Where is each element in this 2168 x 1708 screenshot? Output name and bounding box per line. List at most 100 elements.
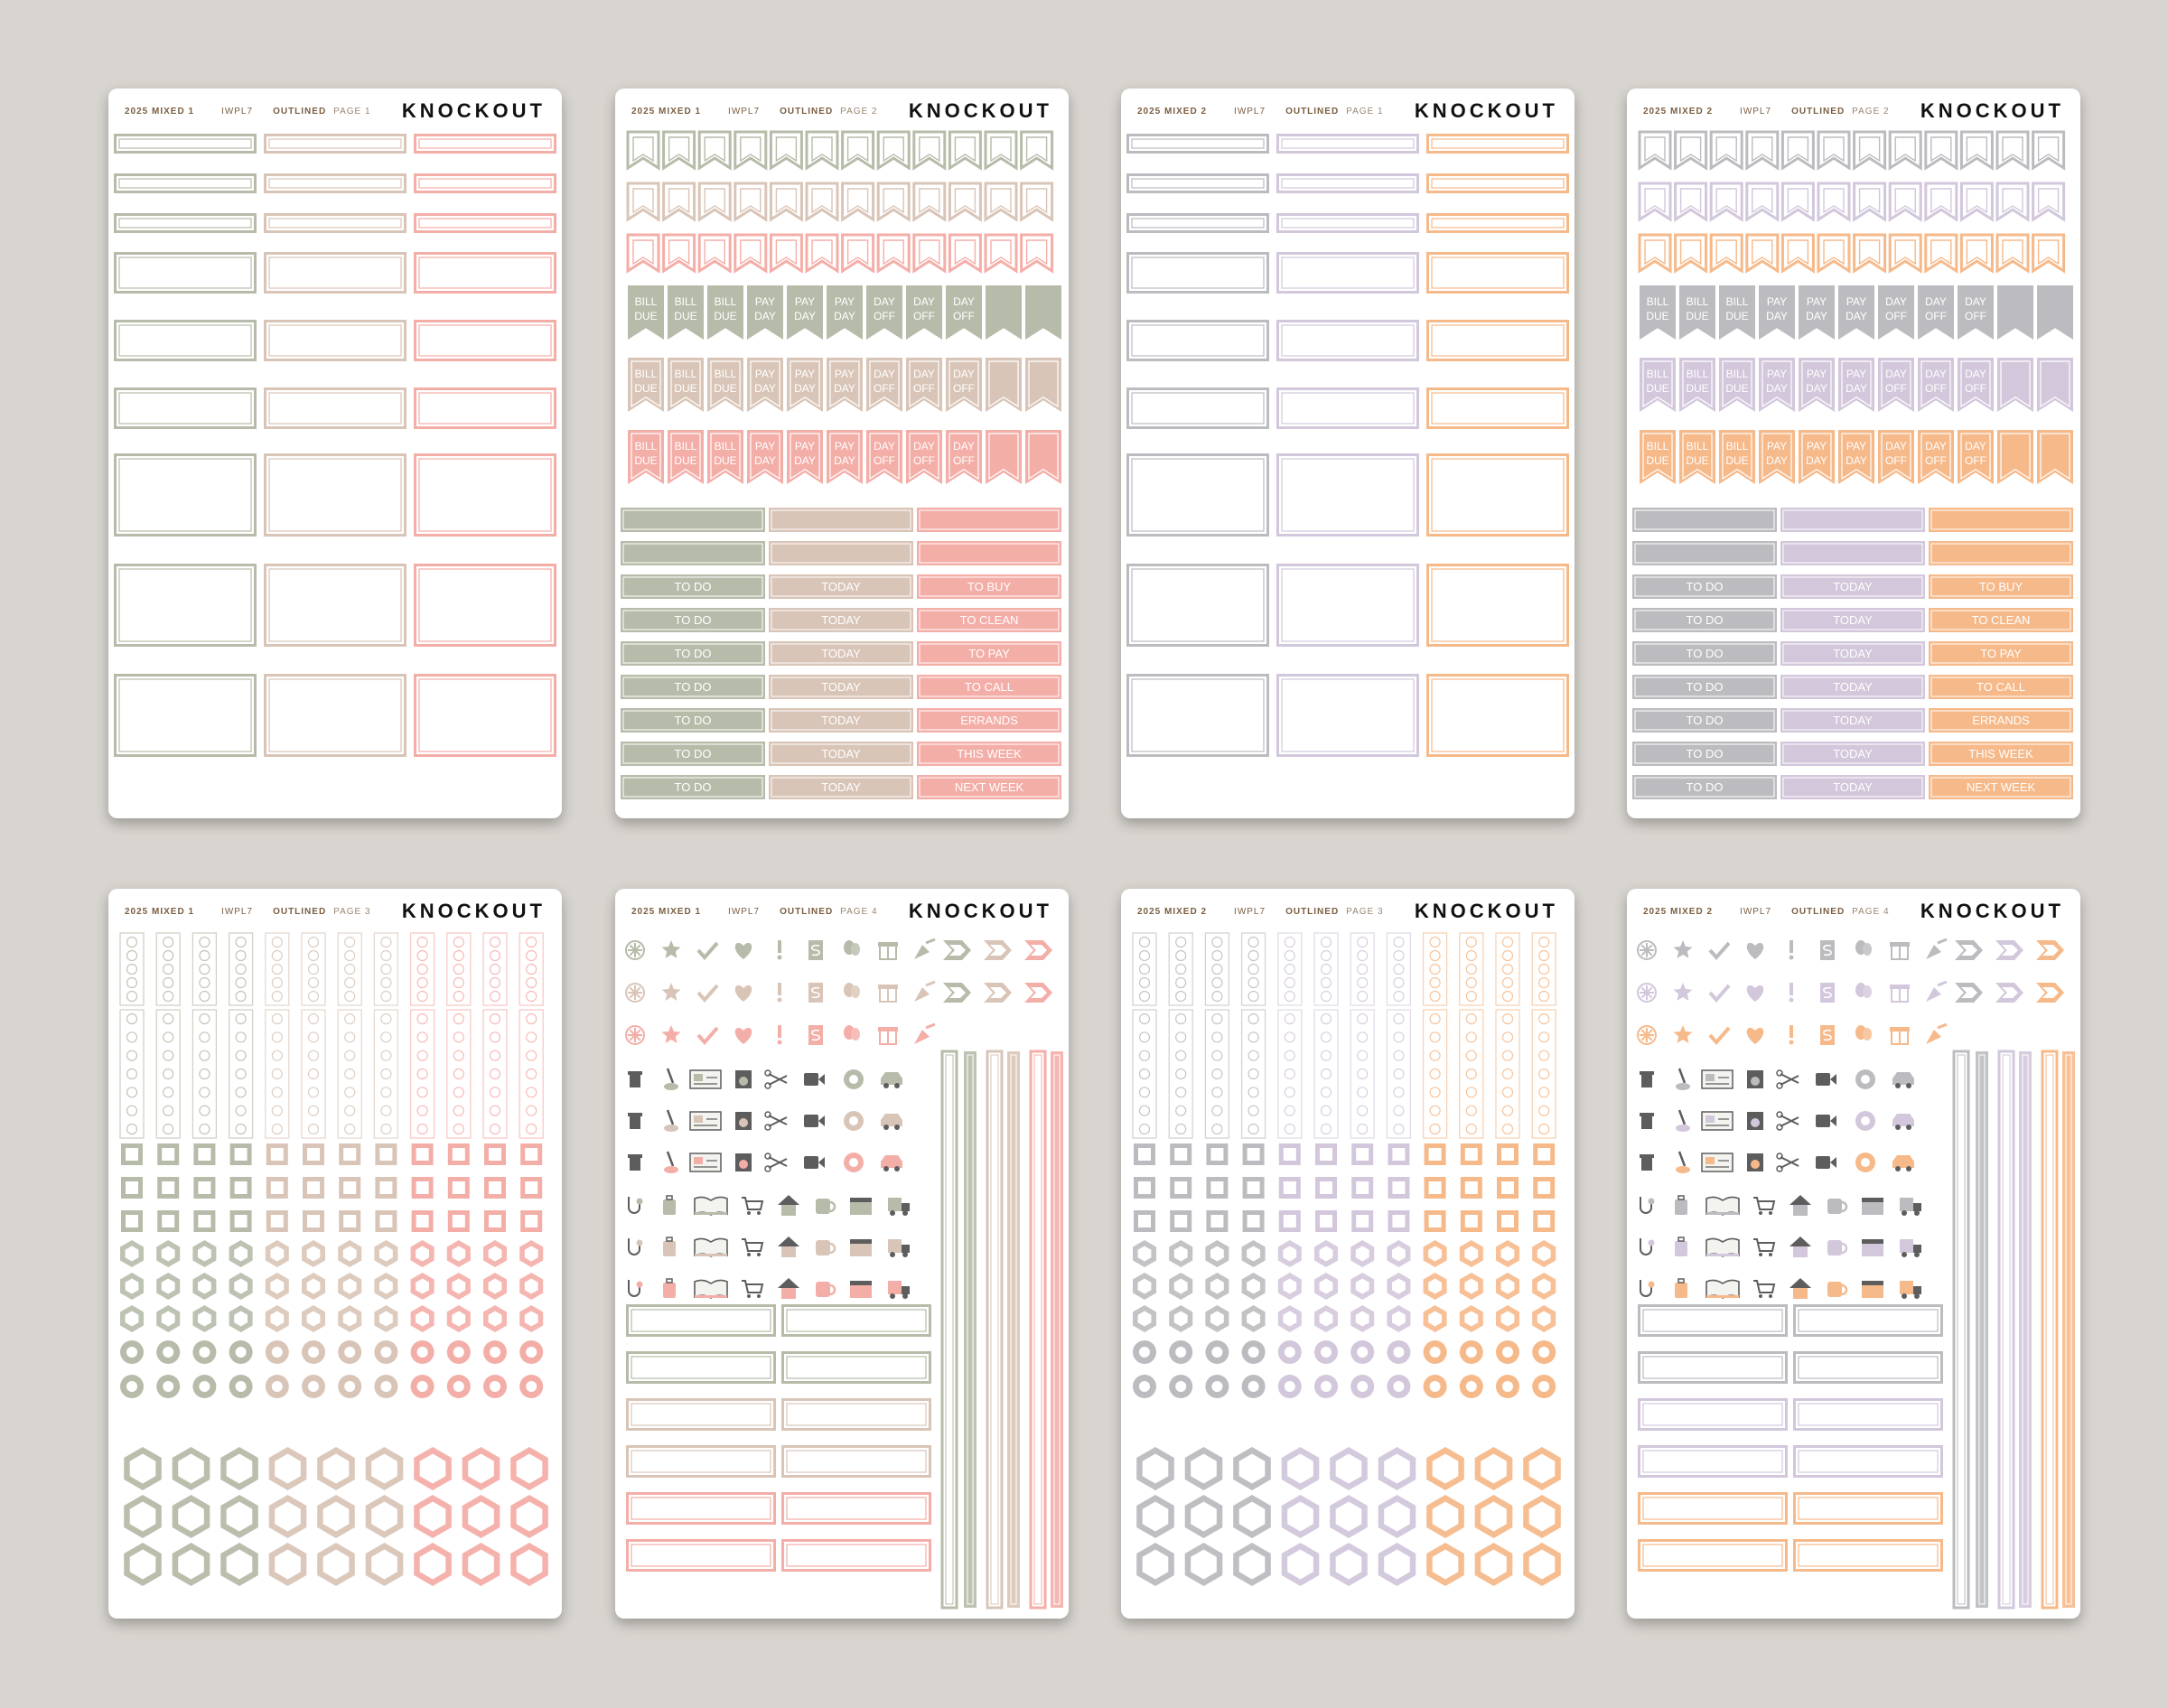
large-hexagon-sticker: [365, 1543, 404, 1586]
shapes-stickers: [119, 932, 548, 1586]
delivery-truck-icon: [888, 1281, 910, 1299]
square-sticker: [1206, 1210, 1229, 1232]
flag-sticker: [1888, 182, 1922, 222]
square-sticker: [375, 1177, 397, 1199]
flag-sticker: [1995, 182, 2030, 222]
style-name: OUTLINED: [780, 106, 834, 117]
coffee-mug-icon: [816, 1199, 836, 1214]
flag-label: BILL: [675, 295, 697, 308]
sheet-header: 2025 MIXED 2 IWPL7 OUTLINED PAGE 3 KNOCK…: [1137, 900, 1558, 923]
gift-icon: [878, 985, 898, 1003]
hexagon-sticker: [229, 1273, 253, 1300]
flag-sticker: [787, 430, 823, 484]
washing-machine-icon: [735, 1070, 752, 1088]
flag-label: DUE: [634, 382, 657, 395]
flag-sticker: [1878, 285, 1914, 340]
checklist-sticker: [155, 932, 181, 1006]
hexagon-sticker: [120, 1273, 144, 1300]
strip-label: TO DO: [675, 580, 712, 593]
flag-label: DAY: [794, 382, 816, 395]
check-icon: [1708, 941, 1731, 961]
trash-can-icon: [1640, 1154, 1654, 1171]
hexagon-sticker: [1350, 1305, 1375, 1332]
checklist-sticker: [1422, 1009, 1448, 1139]
label-strip-sticker: [1929, 742, 2073, 766]
shopping-cart-icon: [1753, 1197, 1776, 1215]
flag-sticker: [2032, 233, 2066, 274]
hexagon-sticker: [1277, 1273, 1302, 1300]
open-book-icon: [1705, 1196, 1740, 1216]
flag-sticker: [769, 233, 803, 274]
label-strip-sticker: [1780, 708, 1925, 733]
flag-label: BILL: [635, 368, 658, 380]
flag-label: OFF: [1885, 382, 1907, 395]
flag-label: BILL: [1687, 368, 1709, 380]
flag-label: DAY: [1925, 440, 1947, 453]
label-strip-sticker: [621, 675, 765, 699]
car-icon: [1892, 1114, 1914, 1130]
flag-sticker: [707, 285, 743, 340]
box-sticker: [626, 1492, 776, 1525]
flag-sticker: [697, 130, 732, 171]
gift-icon: [1890, 985, 1910, 1003]
circle-sticker: [1277, 1375, 1302, 1398]
hexagon-sticker: [1387, 1305, 1411, 1332]
dollar-icon: [1820, 983, 1835, 1003]
sheet-header: 2025 MIXED 1 IWPL7 OUTLINED PAGE 2 KNOCK…: [631, 99, 1052, 123]
vertical-strip-sticker: [1007, 1051, 1020, 1608]
flag-sticker: [662, 233, 696, 274]
coffee-mug-icon: [1827, 1199, 1848, 1214]
box-sticker: [1126, 387, 1269, 429]
hexagon-sticker: [1496, 1273, 1519, 1300]
circle-sticker: [1205, 1375, 1229, 1398]
check-icon: [1708, 984, 1731, 1003]
square-sticker: [1497, 1143, 1519, 1165]
box-sticker: [1426, 320, 1569, 361]
flag-sticker: [1817, 130, 1851, 171]
checklist-sticker: [519, 1009, 544, 1139]
flag-sticker: [1924, 182, 1958, 222]
flag-sticker: [876, 182, 911, 222]
header-strip-sticker: [1780, 508, 1925, 532]
circle-sticker: [192, 1375, 217, 1398]
checklist-sticker: [1386, 932, 1412, 1006]
strip-label: TODAY: [821, 680, 861, 694]
flag-label: DUE: [714, 454, 736, 467]
circle-sticker: [1387, 1375, 1411, 1398]
dollar-icon: [1820, 940, 1835, 960]
box-sticker: [1426, 173, 1569, 193]
label-strip-sticker: [621, 708, 765, 733]
flag-sticker: [1679, 430, 1715, 484]
box-sticker: [781, 1304, 931, 1337]
checklist-sticker: [446, 932, 472, 1006]
sparkle-icon: [1637, 983, 1657, 1003]
hexagon-sticker: [519, 1273, 544, 1300]
house-icon: [778, 1237, 799, 1257]
hexagon-sticker: [338, 1240, 362, 1267]
flag-sticker: [912, 182, 947, 222]
box-sticker: [1638, 1351, 1788, 1384]
large-hexagon-sticker: [1233, 1543, 1271, 1586]
circle-sticker: [1459, 1340, 1483, 1364]
flag-sticker: [912, 130, 947, 171]
flag-label: BILL: [635, 440, 658, 453]
flag-label: PAY: [795, 368, 815, 380]
strip-label: TO DO: [1687, 680, 1724, 694]
large-hexagon-sticker: [268, 1543, 307, 1586]
box-sticker: [1126, 320, 1269, 361]
star-icon: [1673, 940, 1693, 958]
flag-label: PAY: [835, 295, 855, 308]
hexagon-sticker: [265, 1240, 289, 1267]
square-sticker: [1206, 1177, 1229, 1199]
box-sticker: [1126, 173, 1269, 193]
square-sticker: [193, 1210, 216, 1232]
vertical-strip-sticker: [1051, 1051, 1063, 1608]
circle-sticker: [1169, 1375, 1193, 1398]
hexagon-sticker: [1423, 1240, 1447, 1267]
label-strip-sticker: [1632, 775, 1777, 799]
hexagon-sticker: [1169, 1240, 1193, 1267]
gift-icon: [1890, 1027, 1910, 1045]
circle-sticker: [519, 1375, 544, 1398]
heart-icon: [734, 985, 752, 1002]
large-hexagon-sticker: [1281, 1543, 1320, 1586]
